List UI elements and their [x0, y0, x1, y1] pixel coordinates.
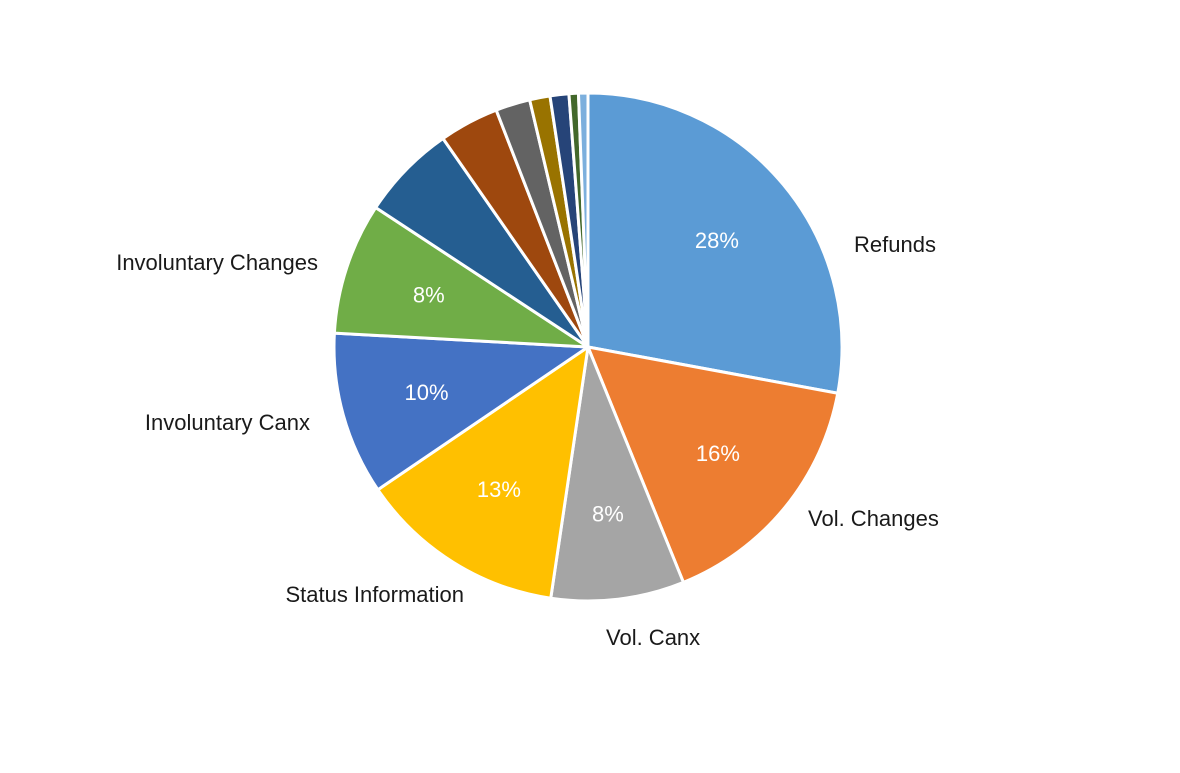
category-label-refunds: Refunds: [854, 232, 936, 257]
percent-label-vol-canx: 8%: [592, 502, 624, 527]
percent-label-status-information: 13%: [477, 477, 521, 502]
slices-layer: [332, 91, 844, 603]
pie-slice-involuntary-changes: [332, 206, 590, 349]
percent-label-vol-changes: 16%: [696, 441, 740, 466]
labels-layer: 28% Refunds 16% Vol. Changes 8% Vol. Canx 13% S…: [116, 228, 939, 650]
pie-slice-involuntary-canx: [332, 331, 590, 492]
pie-slice-vol-canx: [549, 345, 685, 603]
percent-label-involuntary-changes: 8%: [413, 283, 445, 308]
percent-label-refunds: 28%: [695, 228, 739, 253]
category-label-vol-changes: Vol. Changes: [808, 506, 939, 531]
category-label-status-information: Status Information: [285, 582, 464, 607]
pie-slice-other-12: [576, 91, 590, 349]
pie-slice-refunds: [586, 91, 844, 395]
category-label-involuntary-changes: Involuntary Changes: [116, 250, 318, 275]
percent-label-involuntary-canx: 10%: [404, 380, 448, 405]
pie-slice-vol-changes: [586, 345, 840, 584]
category-label-involuntary-canx: Involuntary Canx: [145, 410, 310, 435]
category-label-vol-canx: Vol. Canx: [606, 625, 700, 650]
pie-slice-status-information: [376, 345, 590, 600]
